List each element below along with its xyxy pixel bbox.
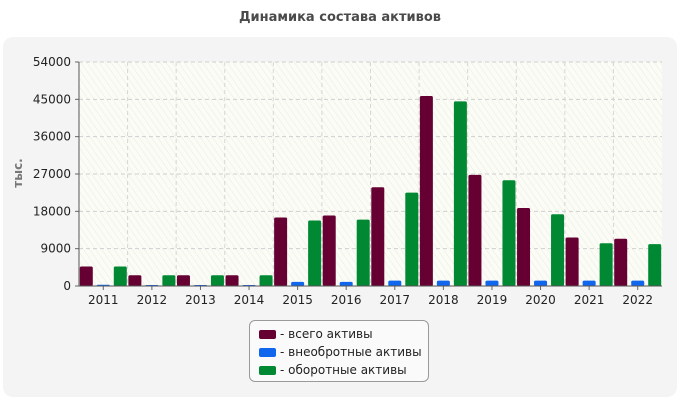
bar-2020-series-0 [517, 208, 531, 286]
bar-2015-series-0 [274, 217, 288, 286]
y-tick-label: 45000 [33, 92, 71, 106]
bar-2022-series-1 [631, 280, 645, 286]
legend-swatch-total [259, 329, 276, 339]
bar-2012-series-0 [128, 275, 142, 286]
legend-label-total: - всего активы [280, 327, 373, 341]
legend-item: - всего активы [250, 325, 428, 343]
x-tick-label: 2011 [88, 293, 119, 307]
bar-2016-series-0 [322, 215, 336, 286]
x-tick-label: 2020 [525, 293, 556, 307]
bar-2018-series-1 [436, 280, 450, 286]
legend-label-current: - оборотные активы [280, 363, 407, 377]
x-tick-label: 2014 [234, 293, 265, 307]
bar-2017-series-0 [371, 187, 385, 286]
y-axis-label: тыс. [11, 158, 25, 187]
legend: - всего активы - внеобротные активы - об… [249, 320, 429, 382]
bar-2020-series-2 [551, 214, 565, 286]
legend-item: - оборотные активы [250, 361, 428, 379]
legend-item: - внеобротные активы [250, 343, 428, 361]
bar-2017-series-2 [405, 192, 419, 286]
bar-2019-series-2 [502, 180, 516, 286]
x-tick-label: 2017 [380, 293, 411, 307]
bar-2022-series-0 [614, 238, 628, 286]
y-tick-label: 18000 [33, 204, 71, 218]
x-tick-label: 2012 [137, 293, 168, 307]
x-tick-label: 2021 [574, 293, 605, 307]
page-title: Динамика состава активов [238, 10, 442, 25]
bar-2018-series-2 [453, 101, 467, 286]
y-tick-label: 54000 [33, 55, 71, 69]
bar-2014-series-0 [225, 275, 239, 286]
x-tick-label: 2015 [282, 293, 313, 307]
bar-2022-series-2 [648, 244, 662, 286]
bar-2013-series-0 [176, 275, 190, 286]
bar-2019-series-1 [485, 280, 499, 286]
bar-2014-series-2 [259, 275, 273, 286]
bar-2018-series-0 [419, 96, 433, 286]
x-tick-label: 2022 [622, 293, 653, 307]
bar-2011-series-2 [113, 266, 127, 286]
legend-label-noncurrent: - внеобротные активы [280, 345, 422, 359]
bar-2021-series-1 [582, 280, 596, 286]
bar-2012-series-2 [162, 275, 176, 286]
legend-swatch-current [259, 365, 276, 375]
bar-2021-series-2 [599, 243, 613, 286]
gridlines [79, 61, 662, 286]
x-tick-label: 2019 [477, 293, 508, 307]
y-tick-label: 0 [63, 279, 71, 293]
y-tick-label: 36000 [33, 130, 71, 144]
bar-2011-series-0 [79, 266, 93, 286]
legend-swatch-noncurrent [259, 347, 276, 357]
bar-2021-series-0 [565, 237, 579, 286]
x-tick-label: 2013 [185, 293, 216, 307]
bar-2015-series-1 [291, 281, 305, 286]
bar-2017-series-1 [388, 280, 402, 286]
bar-2013-series-2 [210, 275, 224, 286]
axes: 0 9000 18000 27000 36000 45000 54000 2011 2012 20… [33, 55, 662, 307]
y-tick-label: 27000 [33, 167, 71, 181]
bar-2020-series-1 [534, 280, 548, 286]
x-tick-label: 2016 [331, 293, 362, 307]
bar-2019-series-0 [468, 174, 482, 286]
bars [79, 96, 662, 286]
x-tick-label: 2018 [428, 293, 459, 307]
bar-2015-series-2 [308, 220, 322, 286]
bar-2016-series-1 [339, 281, 353, 286]
bar-2016-series-2 [356, 219, 370, 286]
y-tick-label: 9000 [40, 242, 71, 256]
